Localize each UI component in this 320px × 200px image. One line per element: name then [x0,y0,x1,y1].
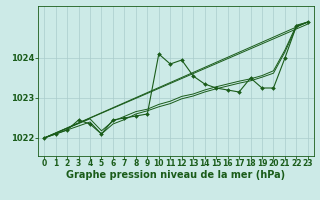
X-axis label: Graphe pression niveau de la mer (hPa): Graphe pression niveau de la mer (hPa) [67,170,285,180]
